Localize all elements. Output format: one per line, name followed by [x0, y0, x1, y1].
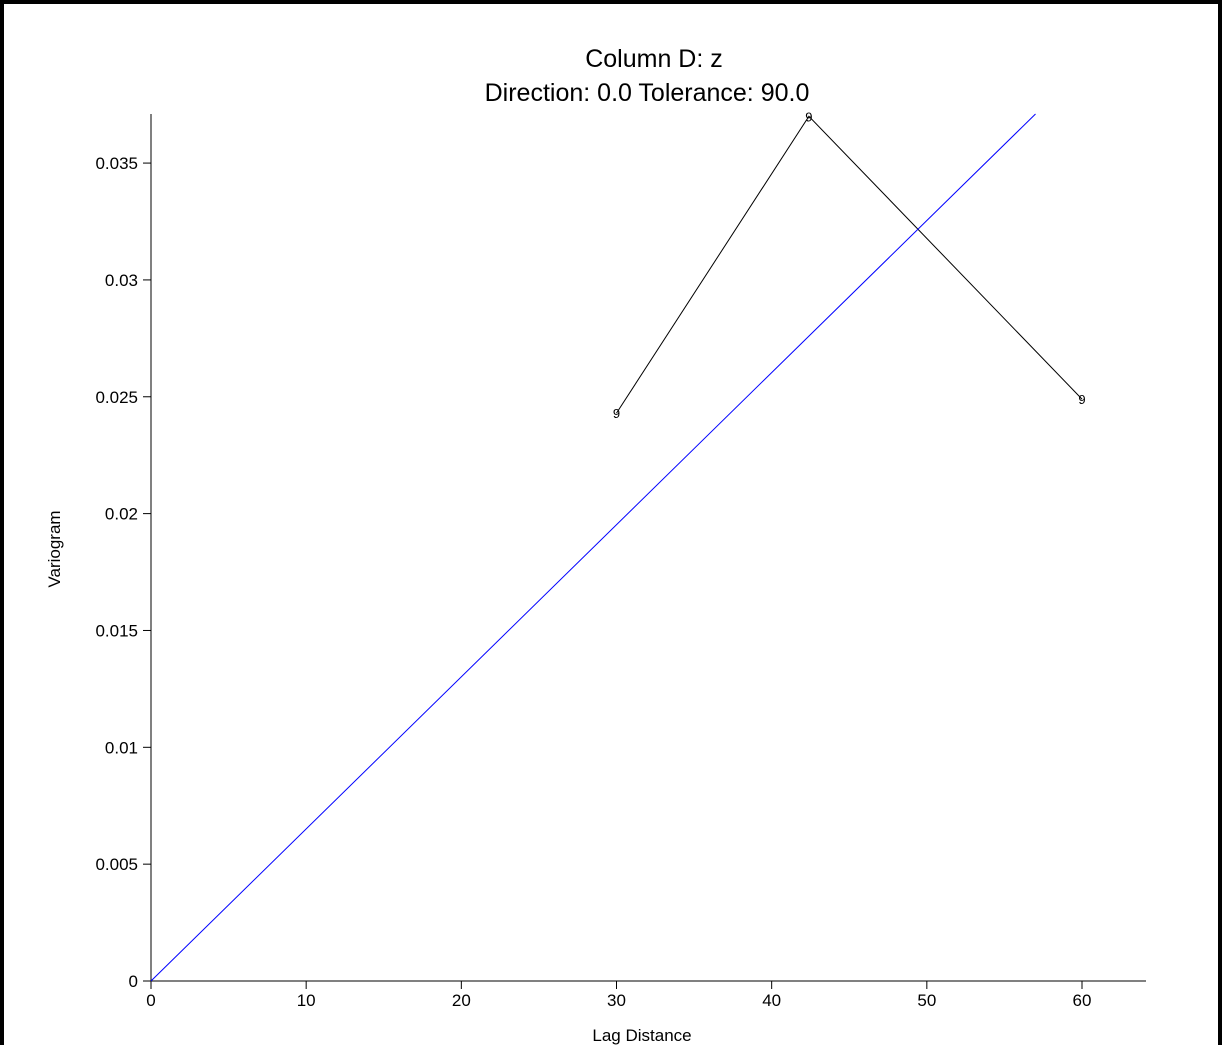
series-layer: 9 9 9 [150, 109, 1086, 982]
y-axis-ticks: 0 0.005 0.01 0.015 0.02 0.025 0.03 0.035 [95, 154, 151, 991]
y-tick-label: 0.005 [95, 855, 138, 874]
x-tick-label: 0 [146, 991, 155, 1010]
y-tick-label: 0.025 [95, 388, 138, 407]
x-tick-label: 40 [762, 991, 781, 1010]
y-tick-label: 0.035 [95, 154, 138, 173]
x-axis-ticks: 0 10 20 30 40 50 60 [146, 981, 1091, 1010]
variogram-chart: Column D: z Direction: 0.0 Tolerance: 90… [45, 45, 1146, 1045]
chart-subtitle: Direction: 0.0 Tolerance: 90.0 [485, 79, 810, 107]
y-tick-label: 0.03 [105, 271, 138, 290]
experimental-point: 9 [613, 406, 620, 421]
y-tick-label: 0.01 [105, 738, 138, 757]
y-axis-label: Variogram [45, 510, 64, 587]
x-tick-label: 30 [607, 991, 626, 1010]
x-tick-label: 10 [297, 991, 316, 1010]
experimental-point: 9 [1078, 392, 1085, 407]
experimental-variogram-line [616, 115, 1083, 414]
y-tick-label: 0.02 [105, 505, 138, 524]
x-tick-label: 50 [917, 991, 936, 1010]
x-tick-label: 60 [1073, 991, 1092, 1010]
model-variogram-line [150, 113, 1036, 982]
experimental-point: 9 [805, 109, 812, 124]
y-tick-label: 0 [129, 972, 138, 991]
x-tick-label: 20 [452, 991, 471, 1010]
y-tick-label: 0.015 [95, 621, 138, 640]
x-axis-label: Lag Distance [592, 1026, 691, 1045]
chart-title: Column D: z [585, 45, 723, 73]
